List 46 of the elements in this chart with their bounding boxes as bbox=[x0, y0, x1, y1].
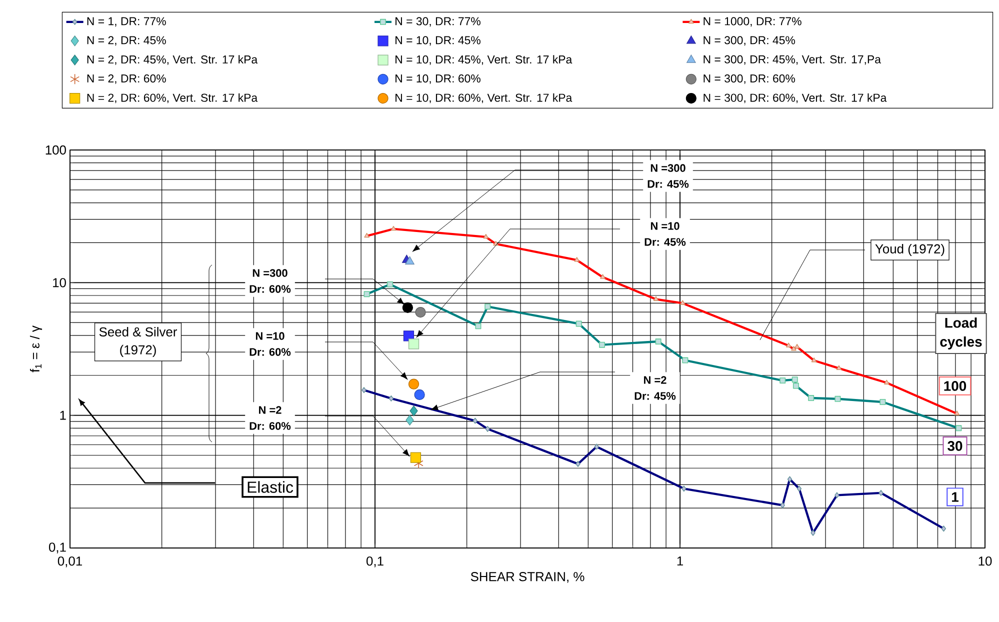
x-tick-label: 0,1 bbox=[366, 556, 384, 568]
annotation: N =10 bbox=[650, 222, 680, 230]
legend-label: N = 2, DR: 60% bbox=[87, 74, 166, 84]
annotation: Dr: 45% bbox=[644, 238, 686, 246]
annotation: 1 bbox=[952, 492, 958, 502]
legend-label: N = 2, DR: 45% bbox=[87, 36, 166, 46]
annotation: N =2 bbox=[259, 406, 282, 414]
annotation: 100 bbox=[944, 381, 966, 391]
annotation: N =300 bbox=[252, 269, 288, 277]
x-tick-label: 1 bbox=[677, 556, 683, 566]
annotation: Dr: 60% bbox=[250, 348, 291, 356]
annotation: (1972) bbox=[120, 344, 156, 357]
legend-label: N = 300, DR: 45%, Vert. Str. 17,Pa bbox=[704, 55, 881, 65]
legend-label: N = 300, DR: 60% bbox=[704, 74, 796, 84]
legend-label: N = 10, DR: 60% bbox=[396, 74, 480, 84]
x-axis-title: SHEAR STRAIN, % bbox=[470, 572, 584, 583]
annotation: Seed & Silver bbox=[99, 326, 177, 336]
legend-label: N = 30, DR: 77% bbox=[396, 17, 480, 27]
legend-label: N = 10, DR: 60%, Vert. Str. 17 kPa bbox=[396, 93, 572, 104]
annotation: Youd (1972) bbox=[875, 244, 944, 256]
y-tick-label: 10 bbox=[53, 278, 66, 288]
legend-label: N = 10, DR: 45%, Vert. Str. 17 kPa bbox=[396, 55, 572, 65]
y-tick-label: 100 bbox=[46, 145, 66, 155]
annotation: Load bbox=[945, 318, 977, 328]
x-tick-label: 10 bbox=[978, 556, 992, 566]
legend-label: N = 300, DR: 45% bbox=[704, 36, 796, 46]
annotation: cycles bbox=[940, 336, 982, 350]
annotation: Dr: 45% bbox=[634, 392, 676, 400]
annotation: Elastic bbox=[248, 481, 294, 493]
legend-label: N = 2, DR: 45%, Vert. Str. 17 kPa bbox=[87, 55, 258, 65]
annotation: N =10 bbox=[256, 332, 284, 340]
annotation: N =2 bbox=[644, 376, 666, 384]
y-tick-label: 1 bbox=[60, 410, 66, 420]
x-tick-label: 0,01 bbox=[58, 556, 82, 568]
legend-label: N = 2, DR: 60%, Vert. Str. 17 kPa bbox=[87, 93, 258, 104]
y-tick-label: 0,1 bbox=[48, 542, 66, 554]
legend-label: N = 10, DR: 45% bbox=[396, 36, 480, 46]
legend-label: N = 1, DR: 77% bbox=[87, 17, 166, 27]
y-axis-title: f$_{1}$ = ε / γ bbox=[30, 326, 42, 372]
annotation: Dr: 45% bbox=[648, 180, 689, 188]
legend-label: N = 1000, DR: 77% bbox=[704, 17, 802, 27]
annotation: 30 bbox=[948, 441, 962, 451]
legend-label: N = 300, DR: 60%, Vert. Str. 17 kPa bbox=[704, 93, 887, 104]
annotation: Dr: 60% bbox=[250, 422, 291, 430]
annotation: Dr: 60% bbox=[250, 285, 291, 293]
annotation: N =300 bbox=[650, 164, 686, 172]
